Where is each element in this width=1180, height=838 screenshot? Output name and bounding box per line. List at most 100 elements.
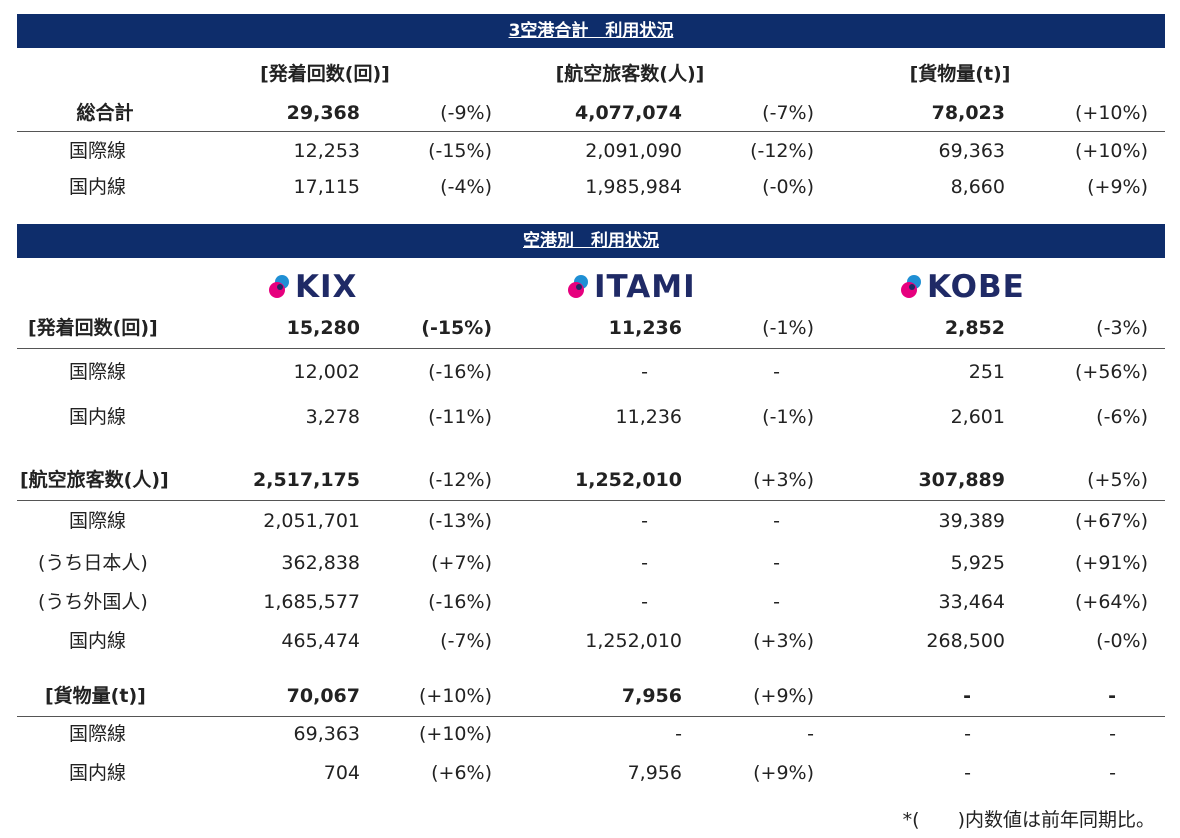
cell-dash: - xyxy=(1108,685,1116,707)
cell-dash: - xyxy=(963,685,971,707)
row-label: 国際線 xyxy=(68,723,126,745)
footnote: *( )内数値は前年同期比。 xyxy=(902,809,1155,831)
col-header-passengers: [航空旅客数(人)] xyxy=(555,63,705,85)
cell-change: (-0%) xyxy=(1096,630,1148,652)
airport-header-title: 空港別 利用状況 xyxy=(523,231,659,251)
total-dom-passengers-change: (-0%) xyxy=(762,176,814,198)
kobe-passengers: 307,889 xyxy=(918,469,1005,491)
row-label: 国内線 xyxy=(68,762,126,784)
cell-dash: - xyxy=(773,361,780,383)
total-intl-passengers-change: (-12%) xyxy=(750,140,814,162)
cell-value: 704 xyxy=(323,762,360,784)
cell-value: 33,464 xyxy=(938,591,1005,613)
section-cargo-label: [貨物量(t)] xyxy=(45,685,146,707)
cell-dash: - xyxy=(1109,762,1116,784)
cell-dash: - xyxy=(641,552,648,574)
cell-change: (+56%) xyxy=(1075,361,1148,383)
itami-cargo-change: (+9%) xyxy=(753,685,814,707)
cell-value: 11,236 xyxy=(615,406,682,428)
cell-change: (-13%) xyxy=(428,510,492,532)
cell-dash: - xyxy=(773,591,780,613)
total-cargo: 78,023 xyxy=(931,102,1005,124)
total-intl-cargo: 69,363 xyxy=(938,140,1005,162)
cell-change: (-16%) xyxy=(428,591,492,613)
divider xyxy=(17,500,1165,501)
kix-cargo-change: (+10%) xyxy=(419,685,492,707)
total-dom-label: 国内線 xyxy=(68,176,126,198)
row-label: (うち外国人) xyxy=(38,591,148,613)
total-passengers-change: (-7%) xyxy=(762,102,814,124)
cell-change: (+64%) xyxy=(1075,591,1148,613)
total-intl-movements: 12,253 xyxy=(293,140,360,162)
cell-change: (+7%) xyxy=(431,552,492,574)
kix-passengers: 2,517,175 xyxy=(253,469,360,491)
cell-dash: - xyxy=(641,591,648,613)
cell-dash: - xyxy=(807,723,814,745)
kix-logo: KIX xyxy=(268,269,357,305)
total-dom-cargo: 8,660 xyxy=(950,176,1005,198)
kix-movements-change: (-15%) xyxy=(421,317,492,339)
itami-cargo: 7,956 xyxy=(621,685,682,707)
cell-change: (+67%) xyxy=(1075,510,1148,532)
cell-value: 69,363 xyxy=(293,723,360,745)
row-label: 国際線 xyxy=(68,510,126,532)
airport-mark-icon xyxy=(901,275,921,298)
cell-value: 268,500 xyxy=(926,630,1005,652)
airport-mark-icon xyxy=(269,275,289,298)
cell-value: 39,389 xyxy=(938,510,1005,532)
cell-dash: - xyxy=(675,723,682,745)
col-header-movements: [発着回数(回)] xyxy=(260,63,390,85)
kobe-logo-text: KOBE xyxy=(927,269,1025,305)
kix-passengers-change: (-12%) xyxy=(428,469,492,491)
cell-change: (-1%) xyxy=(762,406,814,428)
total-intl-passengers: 2,091,090 xyxy=(585,140,682,162)
itami-logo-text: ITAMI xyxy=(594,269,696,305)
total-passengers: 4,077,074 xyxy=(575,102,682,124)
divider xyxy=(17,348,1165,349)
itami-passengers-change: (+3%) xyxy=(753,469,814,491)
kix-movements: 15,280 xyxy=(286,317,360,339)
kobe-passengers-change: (+5%) xyxy=(1087,469,1148,491)
itami-movements-change: (-1%) xyxy=(762,317,814,339)
section-passengers-label: [航空旅客数(人)] xyxy=(20,469,169,491)
total-row-label: 総合計 xyxy=(76,102,134,124)
kobe-logo: KOBE xyxy=(900,269,1025,305)
cell-change: (+10%) xyxy=(419,723,492,745)
airport-mark-icon xyxy=(568,275,588,298)
itami-movements: 11,236 xyxy=(608,317,682,339)
itami-logo: ITAMI xyxy=(567,269,696,305)
col-header-cargo: [貨物量(t)] xyxy=(909,63,1011,85)
cell-dash: - xyxy=(773,510,780,532)
divider xyxy=(17,716,1165,717)
cell-value: 1,685,577 xyxy=(263,591,360,613)
cell-dash: - xyxy=(641,361,648,383)
cell-value: 465,474 xyxy=(281,630,360,652)
total-dom-movements-change: (-4%) xyxy=(440,176,492,198)
total-intl-movements-change: (-15%) xyxy=(428,140,492,162)
total-intl-label: 国際線 xyxy=(68,140,126,162)
cell-dash: - xyxy=(773,552,780,574)
cell-value: 362,838 xyxy=(281,552,360,574)
row-label: (うち日本人) xyxy=(38,552,148,574)
cell-dash: - xyxy=(964,723,971,745)
cell-change: (+9%) xyxy=(753,762,814,784)
airport-header-banner: 空港別 利用状況 xyxy=(17,224,1165,258)
total-intl-cargo-change: (+10%) xyxy=(1075,140,1148,162)
cell-change: (+3%) xyxy=(753,630,814,652)
row-label: 国内線 xyxy=(68,630,126,652)
cell-dash: - xyxy=(964,762,971,784)
row-label: 国内線 xyxy=(68,406,126,428)
total-dom-movements: 17,115 xyxy=(293,176,360,198)
cell-change: (-6%) xyxy=(1096,406,1148,428)
itami-passengers: 1,252,010 xyxy=(575,469,682,491)
kobe-movements: 2,852 xyxy=(944,317,1005,339)
total-dom-cargo-change: (+9%) xyxy=(1087,176,1148,198)
total-movements: 29,368 xyxy=(286,102,360,124)
cell-value: 251 xyxy=(968,361,1005,383)
cell-change: (-11%) xyxy=(428,406,492,428)
cell-value: 5,925 xyxy=(950,552,1005,574)
kobe-movements-change: (-3%) xyxy=(1096,317,1148,339)
divider xyxy=(17,131,1165,132)
cell-value: 12,002 xyxy=(293,361,360,383)
section-movements-label: [発着回数(回)] xyxy=(28,317,158,339)
